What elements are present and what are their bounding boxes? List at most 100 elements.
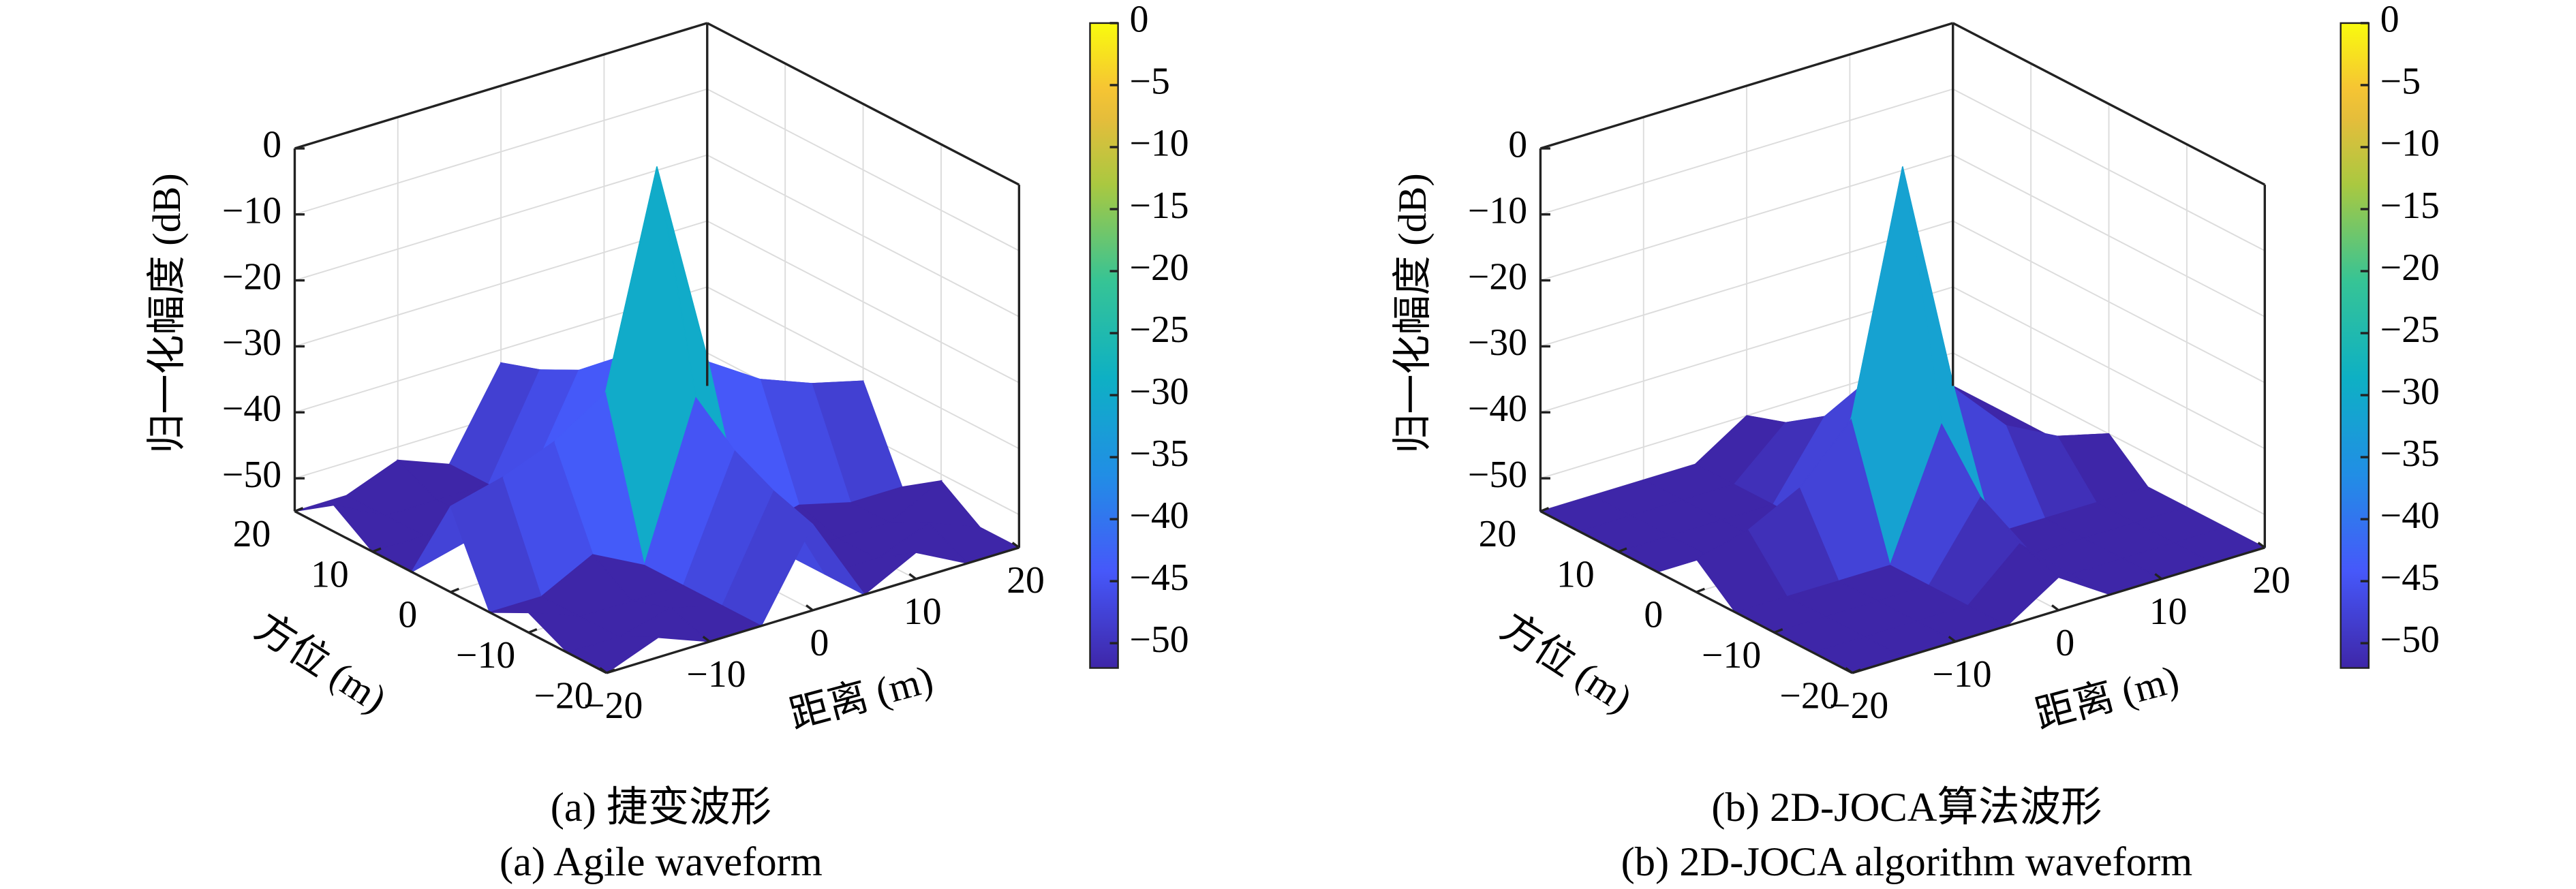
tick-mark bbox=[908, 573, 917, 580]
colorbar-tick-label: −5 bbox=[1130, 61, 1170, 103]
tick-mark bbox=[1852, 668, 1861, 674]
y-tick-label: 20 bbox=[1479, 513, 1517, 555]
colorbar bbox=[2340, 22, 2370, 669]
axis-edge bbox=[1952, 22, 2266, 186]
grid-line bbox=[707, 220, 1019, 384]
colorbar-tick-label: −25 bbox=[2380, 309, 2440, 351]
x-tick-label: 10 bbox=[904, 591, 942, 633]
y-tick-label: 20 bbox=[233, 513, 271, 555]
tick-mark bbox=[599, 667, 608, 674]
x-axis-label: 距离 (m) bbox=[2031, 657, 2183, 737]
tick-mark bbox=[528, 628, 538, 634]
colorbar-tick-label: −50 bbox=[1130, 619, 1189, 661]
colorbar-tick-label: −45 bbox=[1130, 557, 1189, 599]
grid-line bbox=[294, 88, 708, 215]
grid-line bbox=[1952, 220, 2265, 384]
tick-mark bbox=[294, 507, 304, 513]
z-tick-label: −40 bbox=[1468, 388, 1527, 430]
z-tick-label: −40 bbox=[222, 388, 281, 430]
x-axis-label: 距离 (m) bbox=[785, 657, 938, 737]
x-tick-label: 20 bbox=[2252, 559, 2290, 602]
colorbar-tick-label: −10 bbox=[2380, 123, 2440, 165]
caption: (a) 捷变波形 bbox=[551, 785, 771, 830]
z-tick-label: 0 bbox=[1508, 124, 1527, 166]
colorbar-tick-label: −50 bbox=[2380, 619, 2440, 661]
caption: (b) 2D-JOCA算法波形 bbox=[1711, 785, 2102, 830]
caption-en: (a) Agile waveform bbox=[500, 839, 823, 885]
colorbar-tick-label: −40 bbox=[1130, 495, 1189, 537]
colorbar-tick-label: −5 bbox=[2380, 61, 2421, 103]
grid-line bbox=[294, 220, 708, 347]
colorbar-tick-label: −35 bbox=[2380, 433, 2440, 475]
tick-mark bbox=[2257, 542, 2266, 549]
colorbar-tick-label: −40 bbox=[2380, 495, 2440, 537]
z-tick-label: −50 bbox=[1468, 454, 1527, 496]
tick-mark bbox=[372, 547, 382, 553]
x-tick-label: −10 bbox=[687, 653, 746, 696]
tick-mark bbox=[450, 587, 460, 593]
y-tick-label: 10 bbox=[1557, 553, 1595, 595]
colorbar-tick-label: −20 bbox=[1130, 247, 1189, 289]
axis-edge bbox=[294, 22, 708, 150]
z-tick-label: −30 bbox=[222, 322, 281, 364]
z-tick-label: −20 bbox=[222, 255, 281, 298]
x-tick-label: −20 bbox=[1829, 685, 1888, 727]
z-tick-label: 0 bbox=[262, 124, 281, 166]
y-tick-label: 0 bbox=[398, 594, 417, 636]
z-axis-label: 归一化幅度 (dB) bbox=[1390, 173, 1435, 453]
y-tick-label: −20 bbox=[534, 674, 594, 717]
x-tick-label: −20 bbox=[583, 685, 643, 727]
z-axis-label: 归一化幅度 (dB) bbox=[144, 173, 189, 453]
colorbar-tick-label: −30 bbox=[1130, 371, 1189, 413]
axis-edge bbox=[706, 22, 1020, 186]
x-tick-label: −10 bbox=[1933, 653, 1992, 696]
tick-mark bbox=[1696, 587, 1705, 593]
x-tick-label: 0 bbox=[810, 622, 829, 664]
colorbar-tick-label: −10 bbox=[1130, 123, 1189, 165]
colorbar-tick-label: −15 bbox=[2380, 185, 2440, 227]
y-tick-label: 10 bbox=[311, 553, 349, 595]
tick-mark bbox=[2154, 573, 2163, 580]
grid-line bbox=[707, 286, 1019, 450]
y-axis-label: 方位 (m) bbox=[247, 604, 394, 721]
grid-line bbox=[1540, 88, 1954, 215]
tick-mark bbox=[1539, 507, 1550, 513]
x-tick-label: 20 bbox=[1007, 559, 1045, 602]
grid-line bbox=[1540, 220, 1954, 347]
grid-line bbox=[294, 154, 708, 281]
y-tick-label: −10 bbox=[1702, 634, 1761, 676]
tick-mark bbox=[1845, 667, 1854, 674]
tick-mark bbox=[1011, 542, 1020, 549]
y-tick-label: −10 bbox=[456, 634, 515, 676]
colorbar-tick-label: −20 bbox=[2380, 247, 2440, 289]
tick-mark bbox=[1948, 636, 1957, 643]
tick-mark bbox=[1618, 547, 1627, 553]
colorbar-tick-label: −25 bbox=[1130, 309, 1189, 351]
colorbar bbox=[1089, 22, 1119, 669]
axis-edge bbox=[1539, 22, 1954, 150]
tick-mark bbox=[702, 636, 711, 643]
y-tick-label: −20 bbox=[1780, 674, 1839, 717]
colorbar-tick-label: −30 bbox=[2380, 371, 2440, 413]
colorbar-tick-label: −35 bbox=[1130, 433, 1189, 475]
z-tick-label: −10 bbox=[222, 190, 281, 232]
tick-mark bbox=[2051, 604, 2059, 612]
grid-line bbox=[1952, 154, 2265, 317]
colorbar-tick-label: 0 bbox=[1130, 0, 1149, 41]
colorbar-tick-label: 0 bbox=[2380, 0, 2399, 41]
tick-mark bbox=[806, 604, 814, 612]
z-tick-label: −10 bbox=[1468, 190, 1527, 232]
grid-line bbox=[707, 154, 1019, 317]
x-tick-label: 0 bbox=[2055, 622, 2074, 664]
grid-line bbox=[1952, 286, 2265, 450]
grid-line bbox=[1952, 88, 2265, 251]
z-tick-label: −50 bbox=[222, 454, 281, 496]
colorbar-tick-label: −15 bbox=[1130, 185, 1189, 227]
z-tick-label: −20 bbox=[1468, 255, 1527, 298]
tick-mark bbox=[1774, 628, 1783, 634]
x-tick-label: 10 bbox=[2149, 591, 2188, 633]
grid-line bbox=[1540, 154, 1954, 281]
y-tick-label: 0 bbox=[1644, 594, 1663, 636]
